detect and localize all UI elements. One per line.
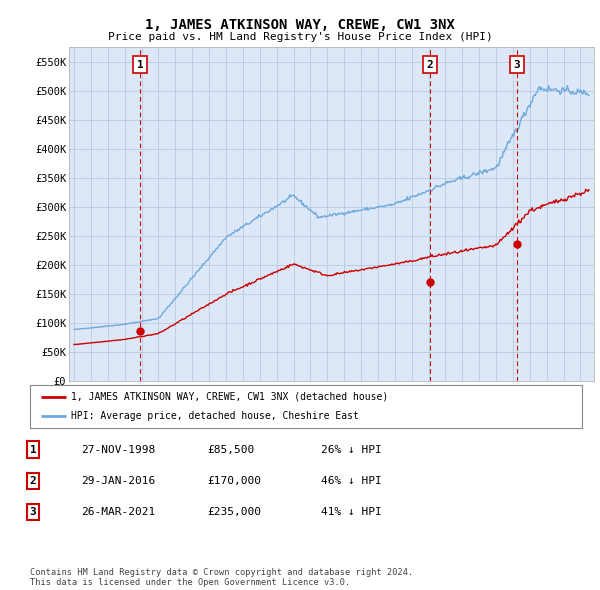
Text: Contains HM Land Registry data © Crown copyright and database right 2024.
This d: Contains HM Land Registry data © Crown c… (30, 568, 413, 587)
Text: £235,000: £235,000 (207, 507, 261, 517)
Text: Price paid vs. HM Land Registry's House Price Index (HPI): Price paid vs. HM Land Registry's House … (107, 32, 493, 41)
Text: £170,000: £170,000 (207, 476, 261, 486)
Text: 1, JAMES ATKINSON WAY, CREWE, CW1 3NX: 1, JAMES ATKINSON WAY, CREWE, CW1 3NX (145, 18, 455, 32)
Text: 26-MAR-2021: 26-MAR-2021 (81, 507, 155, 517)
Text: 2: 2 (427, 60, 433, 70)
Text: 1, JAMES ATKINSON WAY, CREWE, CW1 3NX (detached house): 1, JAMES ATKINSON WAY, CREWE, CW1 3NX (d… (71, 392, 389, 402)
Text: 41% ↓ HPI: 41% ↓ HPI (321, 507, 382, 517)
Text: 1: 1 (29, 445, 37, 454)
Text: £85,500: £85,500 (207, 445, 254, 454)
Text: 3: 3 (29, 507, 37, 517)
Text: 46% ↓ HPI: 46% ↓ HPI (321, 476, 382, 486)
Text: 2: 2 (29, 476, 37, 486)
Text: 3: 3 (514, 60, 520, 70)
Text: 29-JAN-2016: 29-JAN-2016 (81, 476, 155, 486)
Text: HPI: Average price, detached house, Cheshire East: HPI: Average price, detached house, Ches… (71, 411, 359, 421)
Text: 27-NOV-1998: 27-NOV-1998 (81, 445, 155, 454)
Text: 26% ↓ HPI: 26% ↓ HPI (321, 445, 382, 454)
Text: 1: 1 (137, 60, 143, 70)
